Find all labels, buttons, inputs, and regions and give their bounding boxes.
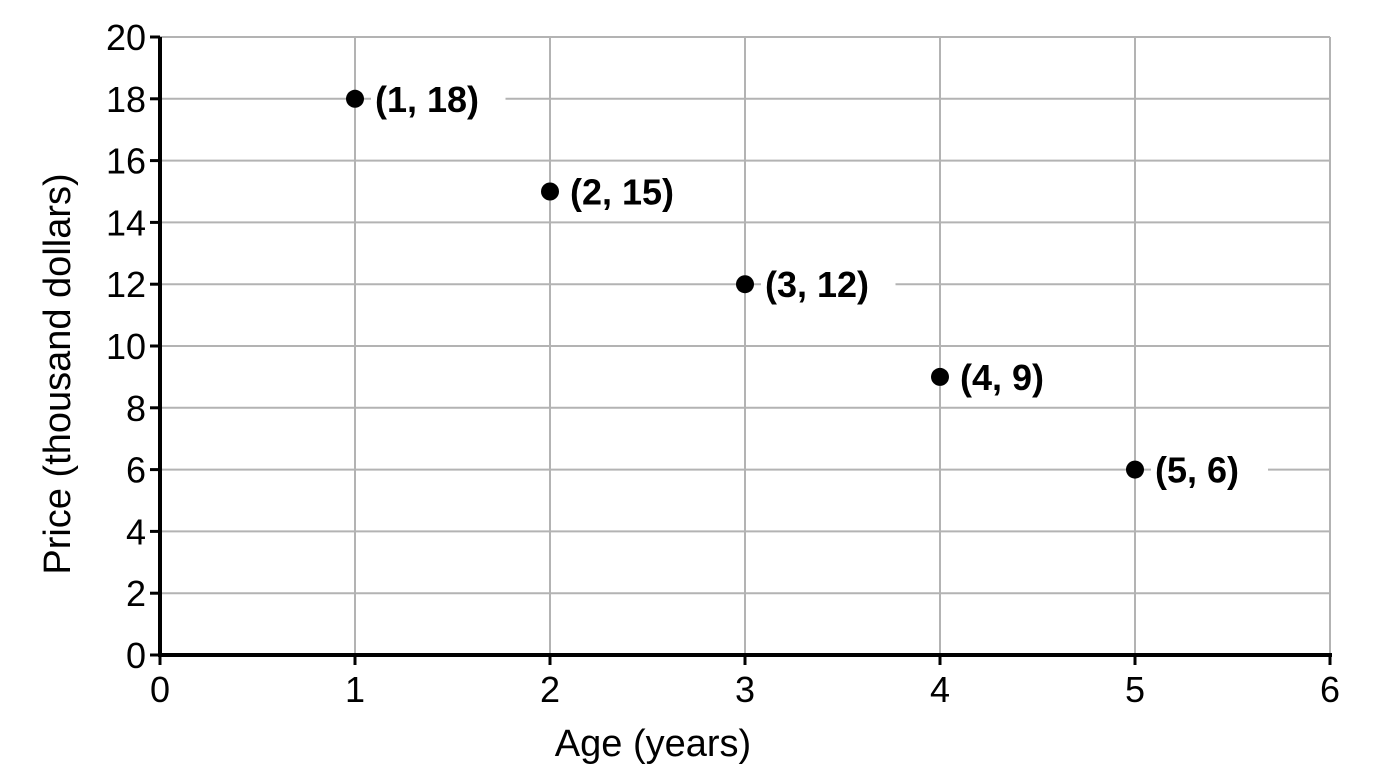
data-point-1 [346,89,364,108]
point-label-background-5 [1151,447,1268,492]
y-tick-label-10: 10 [106,326,146,367]
y-tick-label-4: 4 [126,511,146,552]
y-tick-label-0: 0 [126,635,146,676]
point-label-3: (3, 12) [765,264,869,305]
x-tick-label-1: 1 [345,669,365,710]
x-tick-label-5: 5 [1125,669,1145,710]
point-label-2: (2, 15) [570,172,674,213]
x-axis-title: Age (years) [555,723,751,765]
data-point-4 [931,367,949,386]
point-label-background-3 [761,262,896,307]
grid [160,36,1331,655]
y-tick-label-2: 2 [126,573,146,614]
point-label-background-2 [566,169,701,214]
x-tick-label-6: 6 [1320,669,1340,710]
point-label-background-1 [371,76,506,121]
y-tick-label-18: 18 [106,79,146,120]
point-label-background-4 [956,354,1073,399]
point-label-1: (1, 18) [375,79,479,120]
x-tick-label-0: 0 [150,669,170,710]
x-tick-label-2: 2 [540,669,560,710]
x-tick-label-4: 4 [930,669,950,710]
data-point-2 [541,182,559,201]
data-point-3 [736,275,754,294]
y-axis-title: Price (thousand dollars) [37,173,79,574]
y-tick-label-16: 16 [106,141,146,182]
point-label-4: (4, 9) [960,357,1044,398]
point-label-5: (5, 6) [1155,450,1239,491]
data-point-5 [1126,460,1144,479]
y-tick-label-8: 8 [126,388,146,429]
y-tick-label-12: 12 [106,264,146,305]
y-tick-label-14: 14 [106,202,146,243]
y-tick-label-6: 6 [126,450,146,491]
x-tick-label-3: 3 [735,669,755,710]
y-tick-label-20: 20 [106,17,146,58]
data-points: (1, 18) (2, 15) (3, 12) (4, 9) (5, 6) [346,76,1268,492]
